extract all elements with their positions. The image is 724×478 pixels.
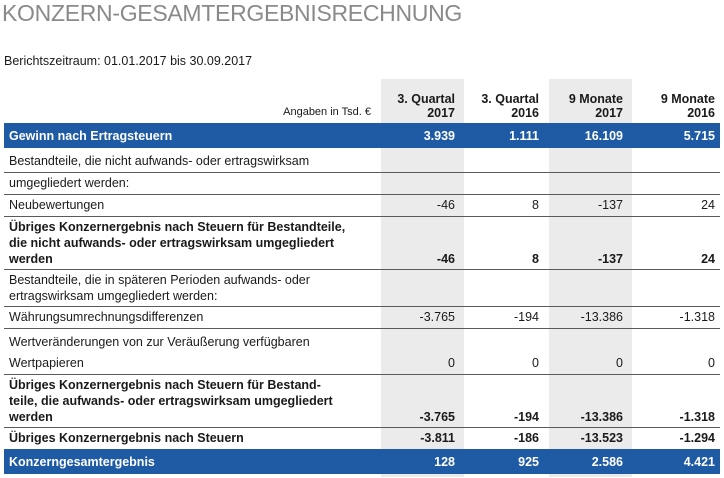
row-neubewertungen: Neubewertungen -46 8 -137 24 bbox=[4, 193, 720, 216]
row-wertpapieren: Wertpapieren 0 0 0 0 bbox=[9, 356, 715, 370]
page-title: KONZERN-GESAMTERGEBNISRECHNUNG bbox=[2, 0, 462, 26]
row-uebriges-ergebnis-gesamt: Übriges Konzernergebnis nach Steuern -3.… bbox=[4, 427, 720, 449]
table-header-row: Angaben in Tsd. € 3. Quartal 2017 3. Quar… bbox=[4, 79, 720, 123]
row-gewinn-nach-ertragsteuern: Gewinn nach Ertragsteuern 3.939 1.111 16… bbox=[4, 123, 720, 148]
row-konzerngesamtergebnis: Konzerngesamtergebnis 128 925 2.586 4.42… bbox=[4, 449, 720, 474]
col-header-9m-2017: 9 Monate 2017 bbox=[568, 92, 623, 120]
income-statement-table: Angaben in Tsd. € 3. Quartal 2017 3. Quar… bbox=[4, 79, 720, 474]
reporting-period: Berichtszeitraum: 01.01.2017 bis 30.09.2… bbox=[4, 54, 253, 68]
row-bestandteile-nicht-1: Bestandteile, die nicht aufwands- oder e… bbox=[9, 153, 310, 168]
col-header-q3-2017: 3. Quartal 2017 bbox=[397, 92, 455, 120]
row-uebriges-ergebnis-nicht-umgegliedert: Übriges Konzernergebnis nach Steuern für… bbox=[4, 215, 720, 269]
row-wertveraenderungen-1: Wertveränderungen von zur Veräußerung ve… bbox=[4, 327, 720, 353]
row-bestandteile-spaeter: Bestandteile, die in späteren Perioden a… bbox=[4, 268, 720, 306]
col-header-q3-2016: 3. Quartal 2016 bbox=[481, 92, 539, 120]
row-bestandteile-nicht-2: umgegliedert werden: bbox=[4, 171, 720, 194]
unit-label: Angaben in Tsd. € bbox=[283, 106, 371, 118]
col-header-9m-2016: 9 Monate 2016 bbox=[660, 92, 715, 120]
row-waehrungsumrechnungsdifferenzen: Währungsumrechnungsdifferenzen -3.765 -1… bbox=[4, 305, 720, 328]
row-uebriges-ergebnis-umgegliedert: Übriges Konzernergebnis nach Steuern für… bbox=[4, 374, 720, 428]
